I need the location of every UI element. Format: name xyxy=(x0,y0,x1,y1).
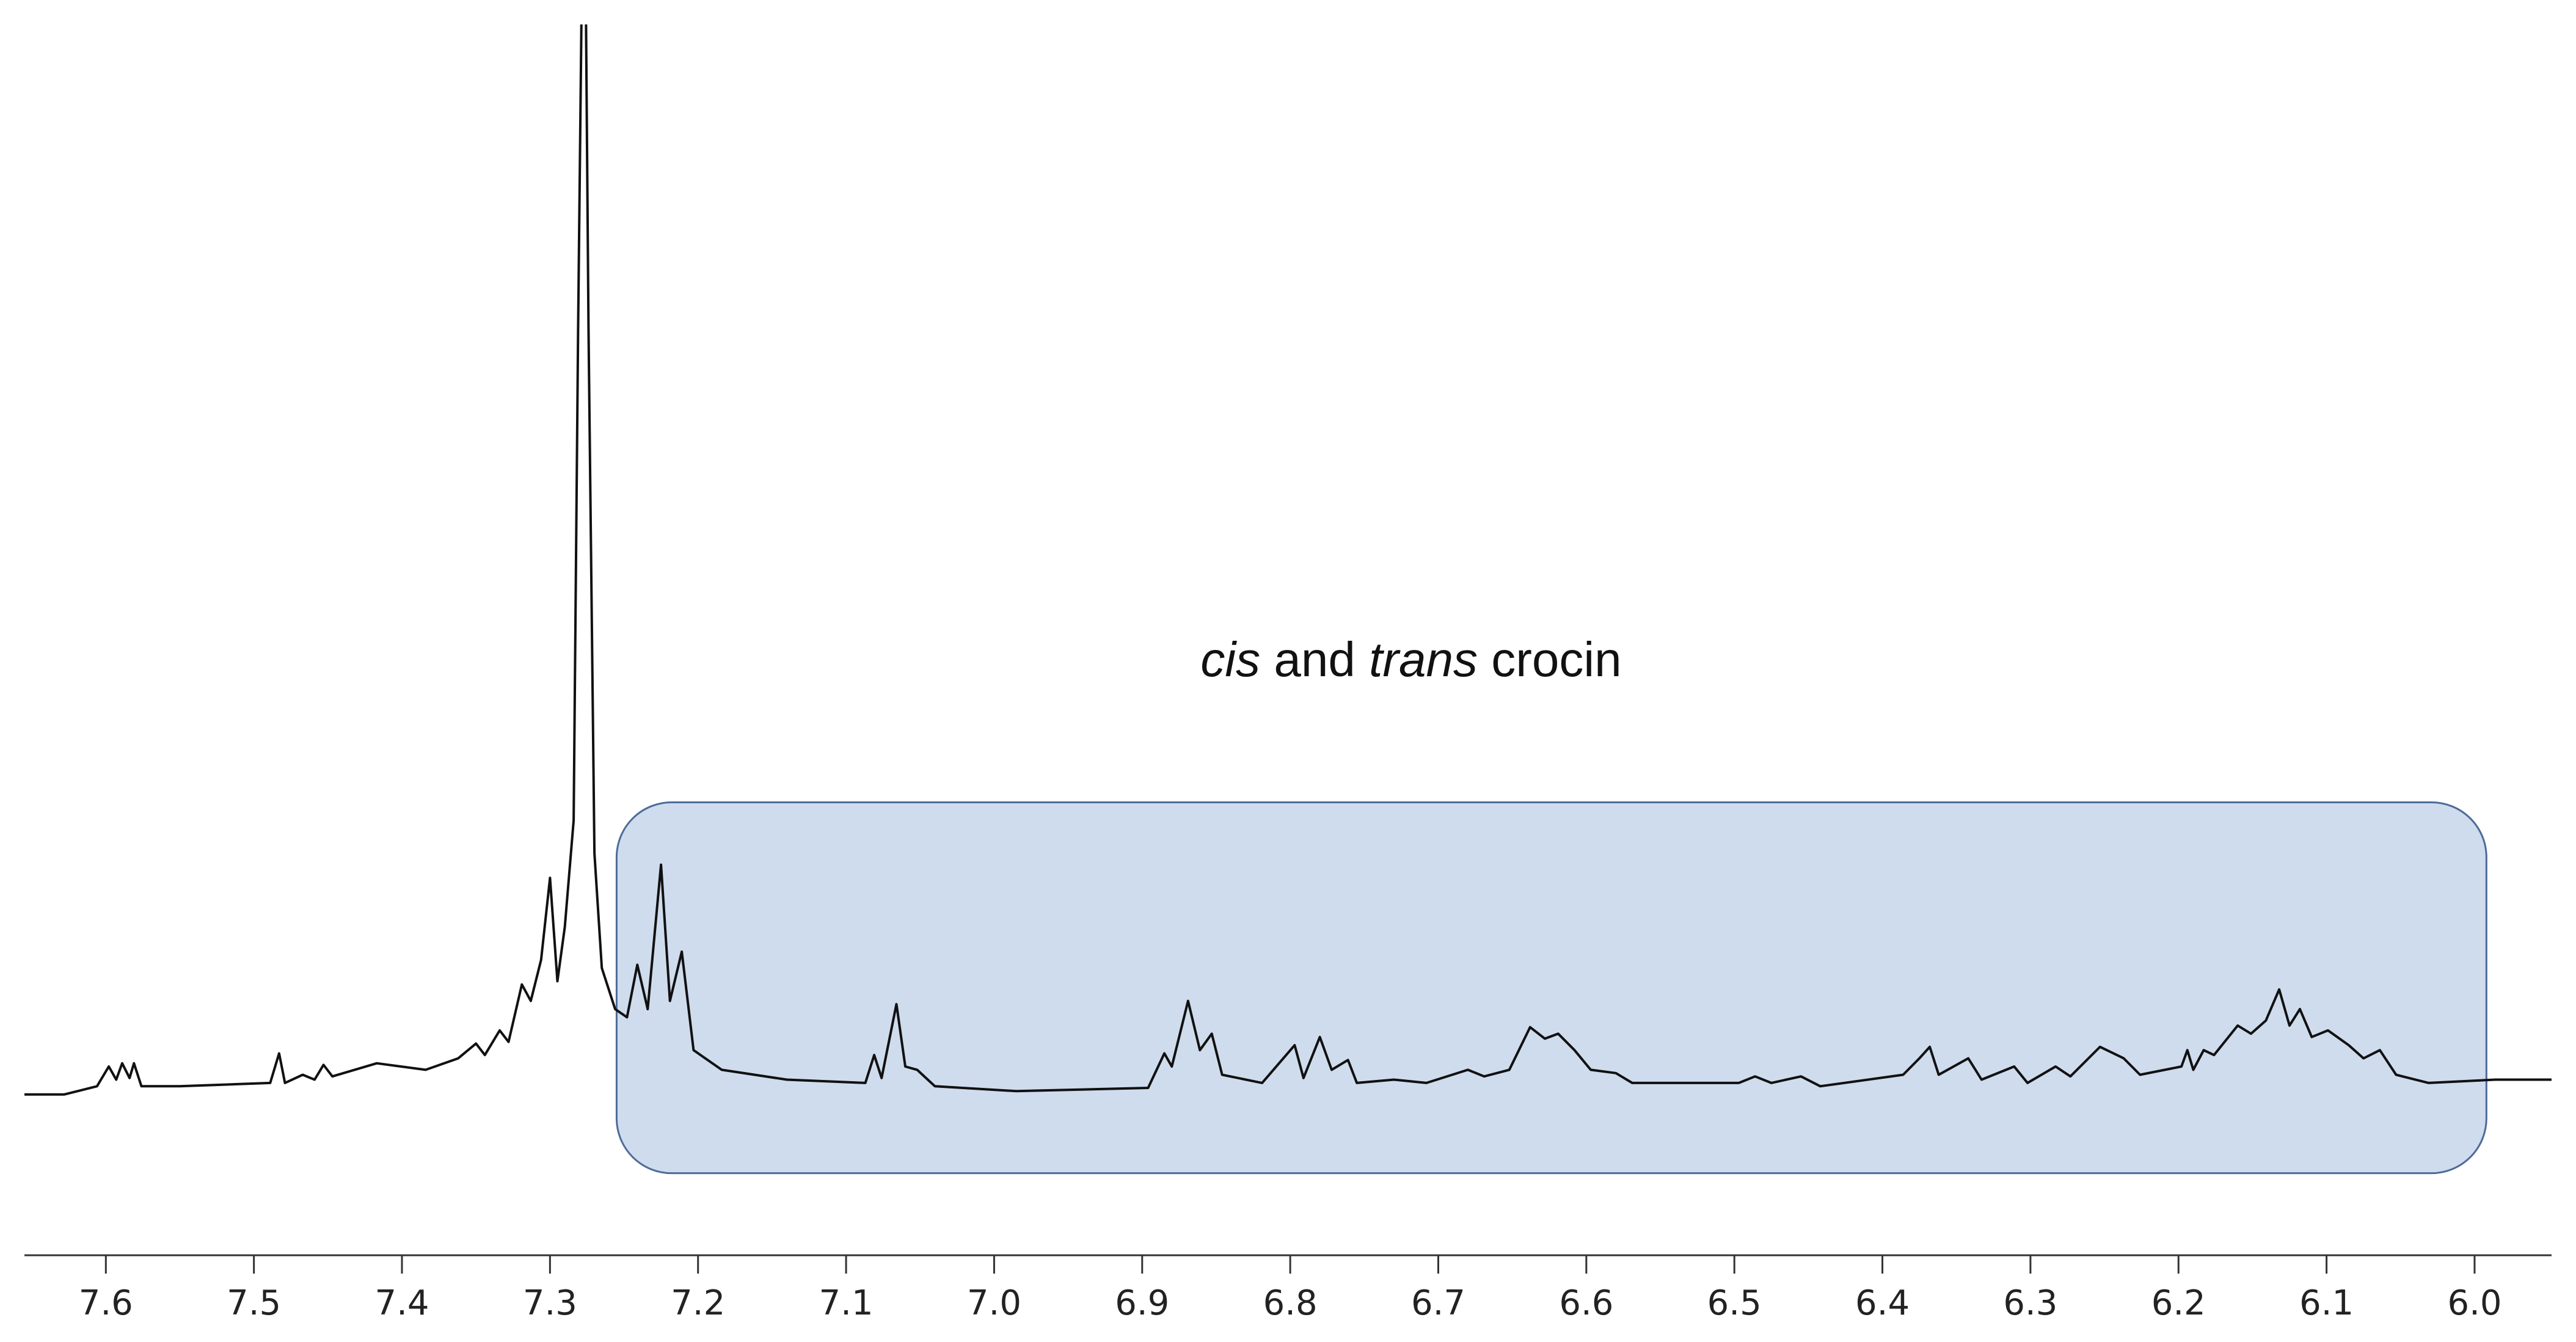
annotation-part: cis xyxy=(1200,632,1261,687)
x-tick-label: 7.6 xyxy=(79,1283,133,1323)
x-tick-label: 6.6 xyxy=(1559,1283,1613,1323)
x-tick-label: 6.9 xyxy=(1115,1283,1169,1323)
x-tick-label: 6.2 xyxy=(2151,1283,2206,1323)
x-tick-label: 7.2 xyxy=(671,1283,725,1323)
x-tick-label: 7.3 xyxy=(523,1283,577,1323)
x-tick-label: 7.1 xyxy=(819,1283,874,1323)
x-tick-label: 7.5 xyxy=(227,1283,281,1323)
x-tick-label: 6.4 xyxy=(1855,1283,1910,1323)
x-tick-label: 6.0 xyxy=(2447,1283,2501,1323)
x-tick-label: 6.8 xyxy=(1263,1283,1318,1323)
x-tick-label: 6.1 xyxy=(2299,1283,2354,1323)
highlight-layer xyxy=(615,801,2487,1175)
highlight-box xyxy=(615,801,2487,1175)
annotation-part: and xyxy=(1260,632,1370,687)
annotation: cis and trans crocin xyxy=(1200,632,1621,688)
x-tick-label: 6.3 xyxy=(2003,1283,2057,1323)
x-tick-label: 7.0 xyxy=(967,1283,1021,1323)
annotation-part: trans xyxy=(1369,632,1478,687)
annotation-part: crocin xyxy=(1477,632,1622,687)
x-axis: 7.6 7.5 7.4 7.3 7.2 7.1 7.0 6.9 6.8 6.7 6.6 6.5 6.4 6… xyxy=(24,1254,2552,1323)
spectrum-layer xyxy=(24,24,2552,1096)
x-tick-label: 6.5 xyxy=(1707,1283,1762,1323)
x-tick-label: 7.4 xyxy=(374,1283,429,1323)
x-tick-label: 6.7 xyxy=(1411,1283,1465,1323)
spectrum-line xyxy=(24,24,2552,1096)
